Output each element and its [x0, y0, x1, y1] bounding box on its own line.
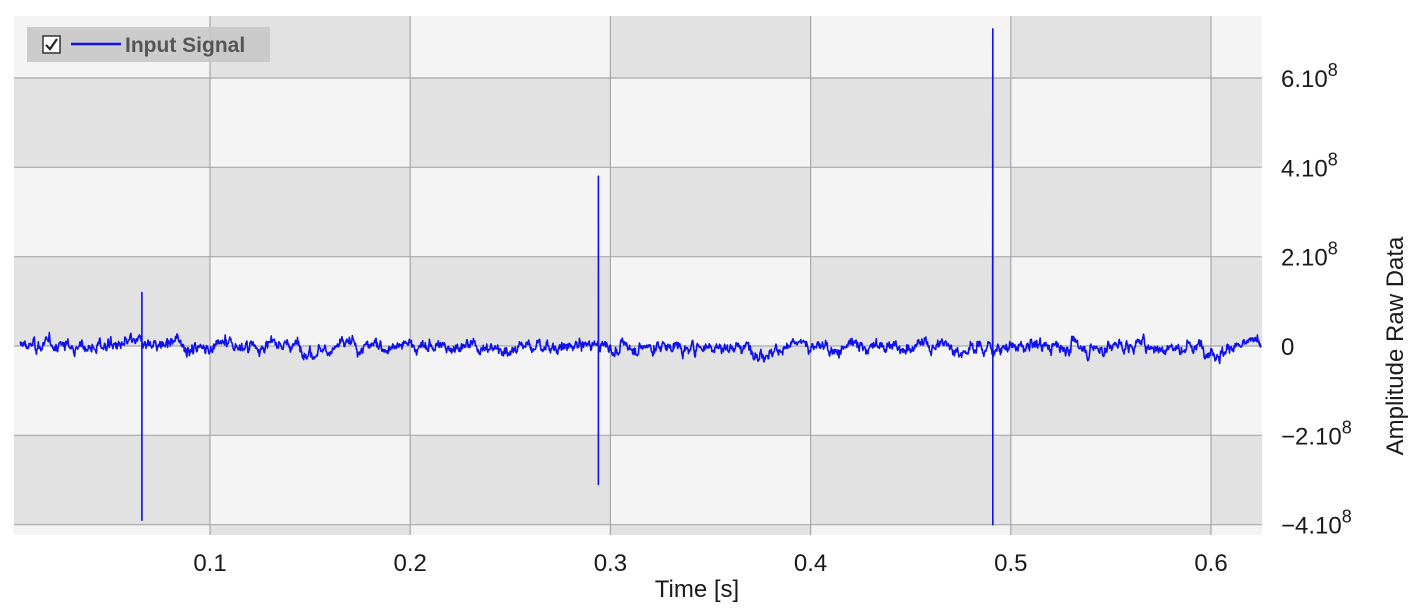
legend-background — [27, 27, 270, 62]
plot-band — [1211, 167, 1262, 257]
plot-band — [410, 78, 611, 168]
plot-band — [410, 346, 611, 436]
plot-band — [210, 78, 411, 168]
x-tick-label: 0.4 — [794, 550, 827, 577]
plot-band — [210, 167, 411, 257]
plot-band — [1010, 346, 1211, 436]
x-tick-label: 0.1 — [193, 550, 226, 577]
x-tick-label: 0.3 — [594, 550, 627, 577]
plot-band — [210, 524, 411, 535]
legend-checkbox[interactable] — [42, 35, 61, 54]
grid-lines — [14, 16, 1262, 535]
series-layer — [19, 28, 1262, 526]
plot-band — [610, 78, 811, 168]
x-axis-ticks: 0.1 0.2 0.3 0.4 0.5 0.6 — [193, 550, 1227, 577]
plot-band — [810, 346, 1011, 436]
legend[interactable]: Input Signal — [27, 27, 270, 62]
plot-band — [14, 346, 210, 436]
plot-band — [610, 256, 811, 346]
plot-band — [610, 524, 811, 535]
plot-band — [810, 78, 1011, 168]
plot-band — [610, 16, 811, 78]
check-icon — [45, 38, 58, 51]
plot-band — [1010, 16, 1211, 78]
plot-band — [210, 346, 411, 436]
plot-band — [810, 167, 1011, 257]
plot-band — [210, 256, 411, 346]
plot-band — [410, 16, 611, 78]
plot-band — [1010, 256, 1211, 346]
plot-band — [1211, 78, 1262, 168]
plot-band — [610, 346, 811, 436]
plot-band — [410, 256, 611, 346]
plot-band — [1211, 435, 1262, 525]
x-tick-label: 0.6 — [1194, 550, 1227, 577]
y-tick-label: −4.108 — [1281, 507, 1352, 540]
plot-band — [14, 256, 210, 346]
plot-band — [14, 78, 210, 168]
x-tick-label: 0.5 — [994, 550, 1027, 577]
plot-band — [1010, 78, 1211, 168]
y-axis-title: Amplitude Raw Data — [1382, 236, 1409, 455]
plot-band — [410, 435, 611, 525]
y-tick-label: −2.108 — [1281, 417, 1352, 450]
plot-band — [1010, 435, 1211, 525]
plot-band — [410, 167, 611, 257]
y-tick-label: 2.108 — [1281, 239, 1338, 272]
y-axis-ticks: 6.108 4.108 2.108 0 −2.108 −4.108 — [1281, 60, 1352, 540]
plot-band — [1010, 167, 1211, 257]
x-axis-title: Time [s] — [655, 576, 739, 603]
plot-band — [1211, 524, 1262, 535]
y-tick-label: 6.108 — [1281, 60, 1338, 93]
plot-band — [14, 524, 210, 535]
plot-band — [810, 524, 1011, 535]
plot-band — [810, 16, 1011, 78]
y-tick-label: 0 — [1281, 334, 1294, 361]
plot-band — [210, 435, 411, 525]
plot-background — [14, 16, 1262, 535]
plot-band — [1211, 256, 1262, 346]
x-tick-label: 0.2 — [394, 550, 427, 577]
plot-band — [610, 167, 811, 257]
plot-band — [14, 435, 210, 525]
legend-series-label[interactable]: Input Signal — [125, 34, 245, 57]
plot-band — [610, 435, 811, 525]
plot-band — [14, 167, 210, 257]
plot-band — [1010, 524, 1211, 535]
plot-band — [810, 435, 1011, 525]
plot-band — [1211, 16, 1262, 78]
plot-band — [410, 524, 611, 535]
plot-band — [810, 256, 1011, 346]
y-tick-label: 4.108 — [1281, 149, 1338, 182]
series-line-input-signal — [19, 28, 1262, 526]
